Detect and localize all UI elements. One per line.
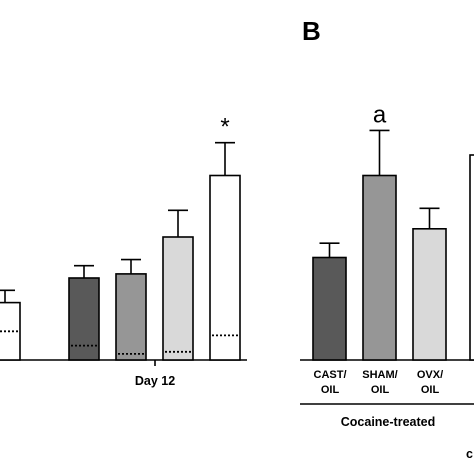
- panel-b-category-label-1: SHAM/OIL: [362, 369, 397, 396]
- panel-a-bar-4: [209, 174, 241, 361]
- panel-b-cut-label: c: [466, 447, 473, 461]
- panel-b-category-label-0: CAST/OIL: [314, 369, 347, 396]
- panel-b-bar-0: [312, 256, 347, 361]
- panel-a-group-label: Day 12: [135, 374, 175, 388]
- panel-a-bar-1: [68, 277, 100, 361]
- panel-b-bar-2: [412, 228, 447, 361]
- panel-a-bars: *: [0, 114, 241, 361]
- panel-b-bars: a: [312, 101, 474, 361]
- panel-b-category-label-2: OVX/OIL: [417, 369, 443, 396]
- panel-a-bar-2: [115, 273, 147, 361]
- panel-b-group-label: Cocaine-treated: [341, 415, 435, 429]
- panel-a-annotation-4: *: [220, 114, 229, 141]
- panel-b-annotation-1: a: [373, 101, 387, 128]
- panel-b-bar-3: [469, 154, 474, 361]
- panel-a-bar-3: [162, 236, 194, 361]
- panel-b-category-labels: CAST/OIL SHAM/OIL OVX/OIL: [314, 369, 444, 396]
- panel-b-bar-1: [362, 174, 397, 361]
- panel-b-letter: B: [302, 16, 321, 46]
